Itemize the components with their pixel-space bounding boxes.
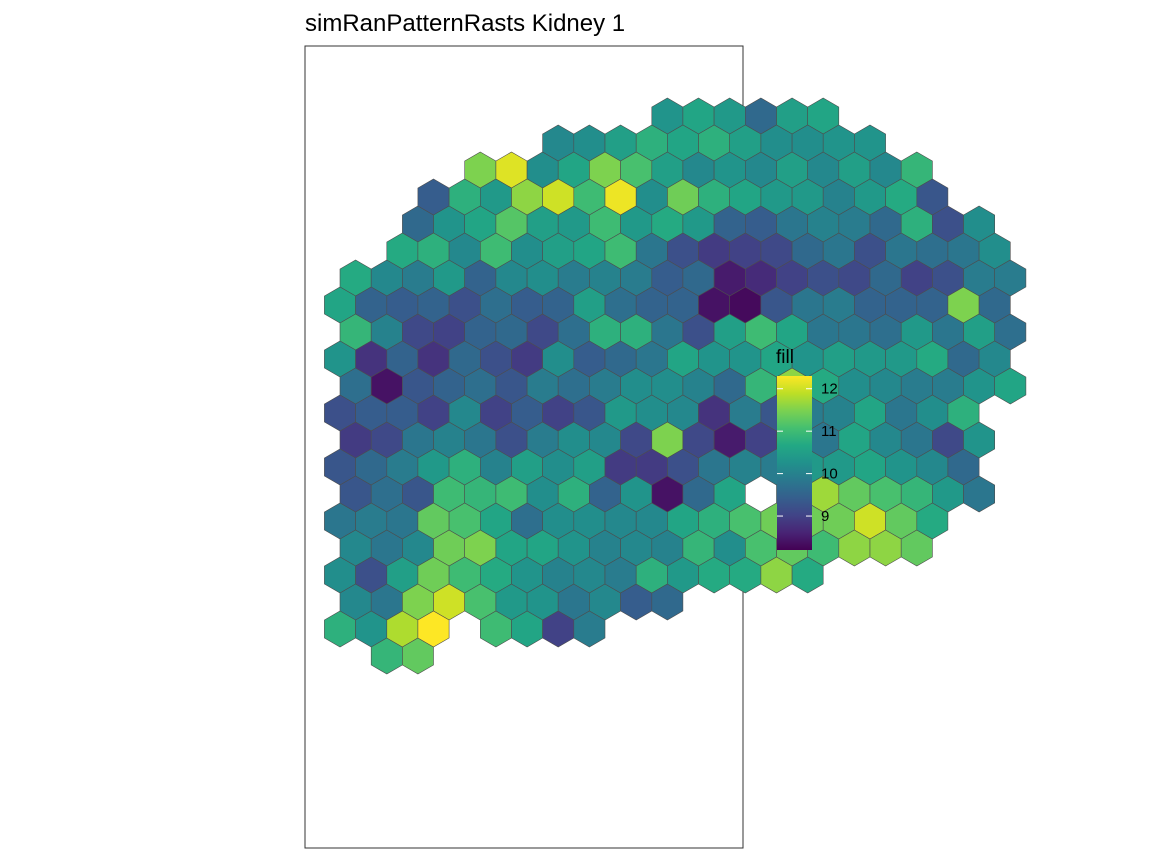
hex-cell [994, 367, 1027, 405]
legend-tick-label: 11 [821, 423, 837, 440]
hex-cell [573, 610, 606, 648]
hex-cell [963, 475, 996, 513]
legend-tick-label: 9 [821, 508, 829, 525]
legend-title: fill [776, 347, 794, 368]
legend-tick-label: 12 [821, 381, 838, 398]
legend-ticks: 9 10 11 12 [777, 381, 838, 525]
hex-cell [417, 610, 450, 648]
legend: fill 9 10 11 12 [776, 347, 838, 550]
chart-title: simRanPatternRasts Kidney 1 [305, 10, 625, 37]
hex-cell [916, 502, 949, 540]
legend-tick-label: 10 [821, 466, 838, 483]
hex-cell [791, 556, 824, 594]
legend-colorbar [777, 376, 812, 550]
hex-cells [324, 97, 1027, 675]
